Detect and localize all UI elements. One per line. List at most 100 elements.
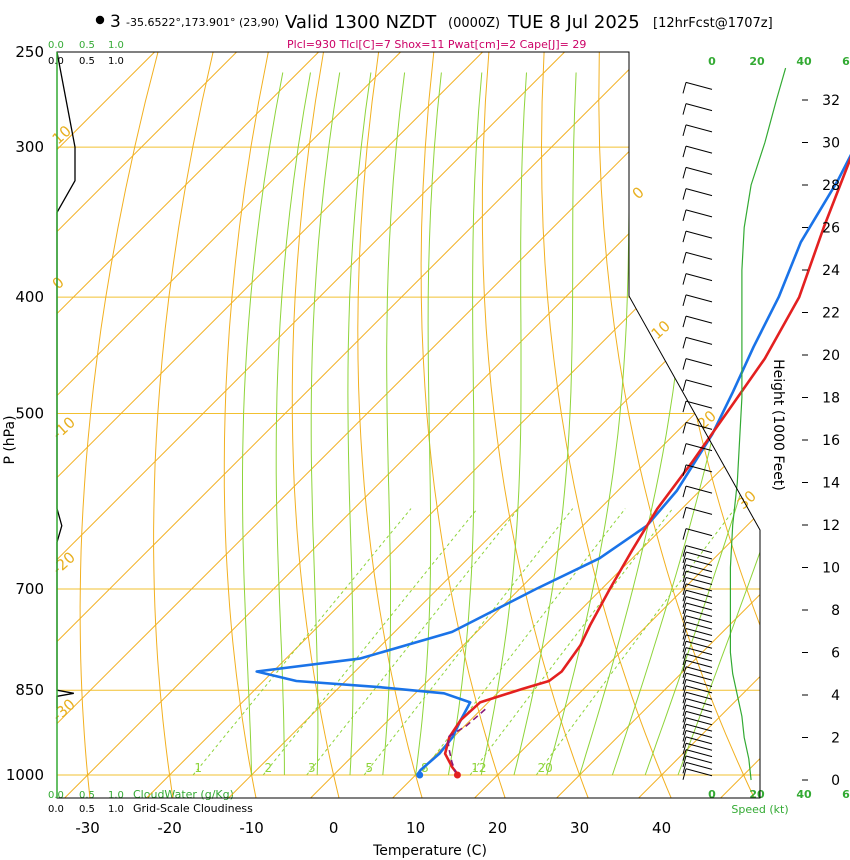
isotherm-line	[57, 52, 237, 798]
wind-barb	[682, 647, 713, 659]
mixing-ratio-label: 12	[471, 761, 486, 775]
isotherm-line	[57, 52, 647, 798]
height-axis-title: Height (1000 Feet)	[770, 359, 786, 491]
mixing-ratio-line	[262, 508, 478, 776]
wind-barb	[682, 103, 713, 115]
wind-barb	[682, 615, 713, 627]
bottom-scales: 0.0 0.5 1.0 CloudWater (g/Kg) 0.0 0.5 1.…	[48, 788, 253, 815]
wind-barb	[682, 583, 713, 596]
speed-tick-top: 0	[708, 55, 716, 68]
wind-barb	[682, 315, 713, 328]
pressure-tick: 700	[15, 580, 44, 598]
wind-barb	[682, 659, 713, 672]
moist-adiabat	[546, 72, 632, 776]
wind-barb	[682, 685, 713, 698]
mixing-ratio-label: 2	[264, 761, 272, 775]
wind-barb	[682, 230, 713, 243]
temperature-tick: 20	[488, 819, 507, 837]
moist-adiabat	[579, 72, 693, 776]
wind-barb	[682, 188, 713, 200]
mixing-ratio-label: 20	[538, 761, 553, 775]
wind-barb	[682, 596, 713, 608]
temperature-tick: 10	[406, 819, 425, 837]
height-tick: 16	[822, 433, 840, 449]
wind-barb	[682, 723, 713, 736]
y-axis-title: P (hPa)	[2, 415, 18, 464]
wind-barb	[682, 358, 713, 370]
speed-tick: 40	[796, 788, 812, 801]
wind-barb	[682, 570, 713, 583]
bottom-scale-4: 0.5	[79, 804, 95, 815]
dry-adiabat	[598, 52, 756, 798]
wind-barb	[682, 730, 713, 742]
speed-tick-top: 6	[842, 55, 850, 68]
wind-barb	[682, 506, 713, 519]
wind-barb	[682, 679, 713, 691]
wind-barb	[682, 736, 713, 749]
dry-adiabat	[223, 52, 269, 798]
height-tick: 4	[831, 688, 840, 704]
mixing-ratio-label: 1	[194, 761, 202, 775]
pressure-tick: 400	[15, 288, 44, 306]
wind-barb	[682, 251, 713, 264]
mixing-ratio-label: 3	[308, 761, 316, 775]
wind-barb	[682, 761, 713, 774]
dry-adiabat	[481, 52, 590, 798]
wind-speed-line	[729, 67, 787, 781]
wind-barb	[682, 551, 713, 564]
wind-barb	[682, 621, 713, 634]
wind-barb	[682, 421, 713, 434]
wind-barb	[682, 768, 713, 780]
wind-barb	[682, 589, 713, 602]
speed-tick-top: 20	[749, 55, 765, 68]
speed-tick-top: 40	[796, 55, 812, 68]
height-tick: 28	[822, 178, 840, 194]
wind-barb	[682, 628, 713, 640]
moist-adiabat	[242, 72, 284, 776]
height-tick: 8	[831, 603, 840, 619]
temperature-tick: 40	[652, 819, 671, 837]
surface-temperature-marker	[453, 771, 461, 779]
temperature-tick: -10	[239, 819, 264, 837]
height-tick: 14	[822, 476, 840, 492]
profile-lines	[56, 51, 850, 779]
pressure-tick: 300	[15, 138, 44, 156]
top-scale-1: 0.5	[79, 40, 95, 51]
bottom-scale-5: 1.0	[108, 804, 124, 815]
wind-barb	[682, 698, 713, 710]
bottom-scale-0: 0.0	[48, 790, 64, 801]
height-tick: 2	[831, 731, 840, 747]
pressure-tick: 500	[15, 405, 44, 423]
isotherm-label: -30	[49, 695, 79, 725]
height-tick: 30	[822, 136, 840, 152]
height-tick: 32	[822, 93, 840, 109]
moist-adiabat	[447, 72, 483, 776]
isotherm-label: 0	[629, 183, 648, 203]
wind-barb	[682, 634, 713, 647]
utc-time: (0000Z)	[448, 16, 500, 31]
cloudwater-label: CloudWater (g/Kg)	[133, 788, 234, 801]
isotherm-line	[635, 52, 760, 798]
wind-panel: 0246810121416182022242628303200202040406…	[682, 55, 850, 801]
top-scale-4: 0.5	[79, 56, 95, 67]
height-tick: 22	[822, 306, 840, 322]
wind-barb	[682, 640, 713, 653]
isotherm-label: -10	[49, 413, 79, 443]
wind-barb	[682, 443, 713, 455]
wind-barb	[682, 379, 713, 392]
wind-barb	[682, 704, 713, 717]
temperature-line	[443, 156, 850, 776]
wind-barb	[682, 710, 713, 723]
height-tick: 6	[831, 646, 840, 662]
wind-barb	[682, 672, 713, 685]
isotherm-label: 0	[49, 273, 68, 293]
isotherm-line	[307, 52, 760, 798]
bottom-scale-3: 0.0	[48, 804, 64, 815]
top-scale-3: 0.0	[48, 56, 64, 67]
wind-barb	[682, 273, 713, 285]
wind-barb	[682, 666, 713, 678]
dry-adiabat	[153, 52, 214, 798]
moist-adiabat	[513, 72, 577, 776]
